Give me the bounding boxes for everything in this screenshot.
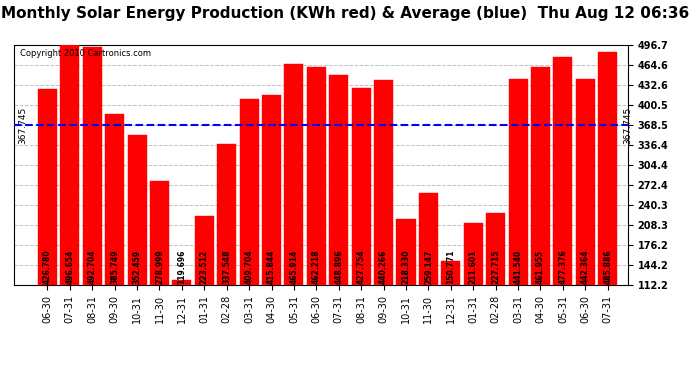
Bar xyxy=(239,99,259,285)
Bar xyxy=(397,219,415,285)
Text: 227.715: 227.715 xyxy=(491,249,500,284)
Bar xyxy=(329,75,348,285)
Text: 150.771: 150.771 xyxy=(446,249,455,284)
Bar xyxy=(509,80,528,285)
Bar xyxy=(60,45,79,285)
Text: 492.704: 492.704 xyxy=(88,249,97,284)
Bar xyxy=(352,88,371,285)
Bar xyxy=(105,114,124,285)
Text: 477.376: 477.376 xyxy=(558,249,567,284)
Bar xyxy=(284,64,304,285)
Text: Monthly Solar Energy Production (KWh red) & Average (blue)  Thu Aug 12 06:36: Monthly Solar Energy Production (KWh red… xyxy=(1,6,689,21)
Text: 427.754: 427.754 xyxy=(357,249,366,284)
Bar xyxy=(128,135,146,285)
Bar xyxy=(262,96,281,285)
Text: 367.745: 367.745 xyxy=(18,107,28,144)
Text: 259.147: 259.147 xyxy=(424,249,433,284)
Bar xyxy=(553,57,573,285)
Text: 496.654: 496.654 xyxy=(66,249,75,284)
Bar xyxy=(217,144,236,285)
Text: 441.540: 441.540 xyxy=(513,249,522,284)
Bar xyxy=(150,181,169,285)
Bar xyxy=(307,66,326,285)
Bar xyxy=(374,80,393,285)
Bar xyxy=(195,216,214,285)
Bar xyxy=(598,52,618,285)
Text: 426.780: 426.780 xyxy=(43,249,52,284)
Text: 409.704: 409.704 xyxy=(245,249,254,284)
Bar xyxy=(38,88,57,285)
Bar xyxy=(575,79,595,285)
Text: 462.218: 462.218 xyxy=(312,249,321,284)
Text: 278.999: 278.999 xyxy=(155,249,164,284)
Text: 442.364: 442.364 xyxy=(581,249,590,284)
Text: Copyright 2010 Cartronics.com: Copyright 2010 Cartronics.com xyxy=(20,49,151,58)
Text: 337.548: 337.548 xyxy=(222,249,231,284)
Bar xyxy=(486,213,505,285)
Text: 385.749: 385.749 xyxy=(110,249,119,284)
Text: 440.266: 440.266 xyxy=(379,249,388,284)
Bar xyxy=(464,223,483,285)
Text: 465.914: 465.914 xyxy=(290,249,299,284)
Text: 461.955: 461.955 xyxy=(536,250,545,284)
Text: 218.330: 218.330 xyxy=(402,249,411,284)
Text: 367.745: 367.745 xyxy=(624,107,633,144)
Text: 352.459: 352.459 xyxy=(132,250,141,284)
Bar xyxy=(531,67,550,285)
Bar xyxy=(442,261,460,285)
Bar xyxy=(172,280,191,285)
Bar xyxy=(83,48,101,285)
Text: 211.601: 211.601 xyxy=(469,249,477,284)
Text: 448.896: 448.896 xyxy=(334,249,344,284)
Text: 223.512: 223.512 xyxy=(200,249,209,284)
Text: 119.696: 119.696 xyxy=(177,249,186,284)
Text: 415.844: 415.844 xyxy=(267,249,276,284)
Text: 485.886: 485.886 xyxy=(603,249,612,284)
Bar xyxy=(419,193,438,285)
